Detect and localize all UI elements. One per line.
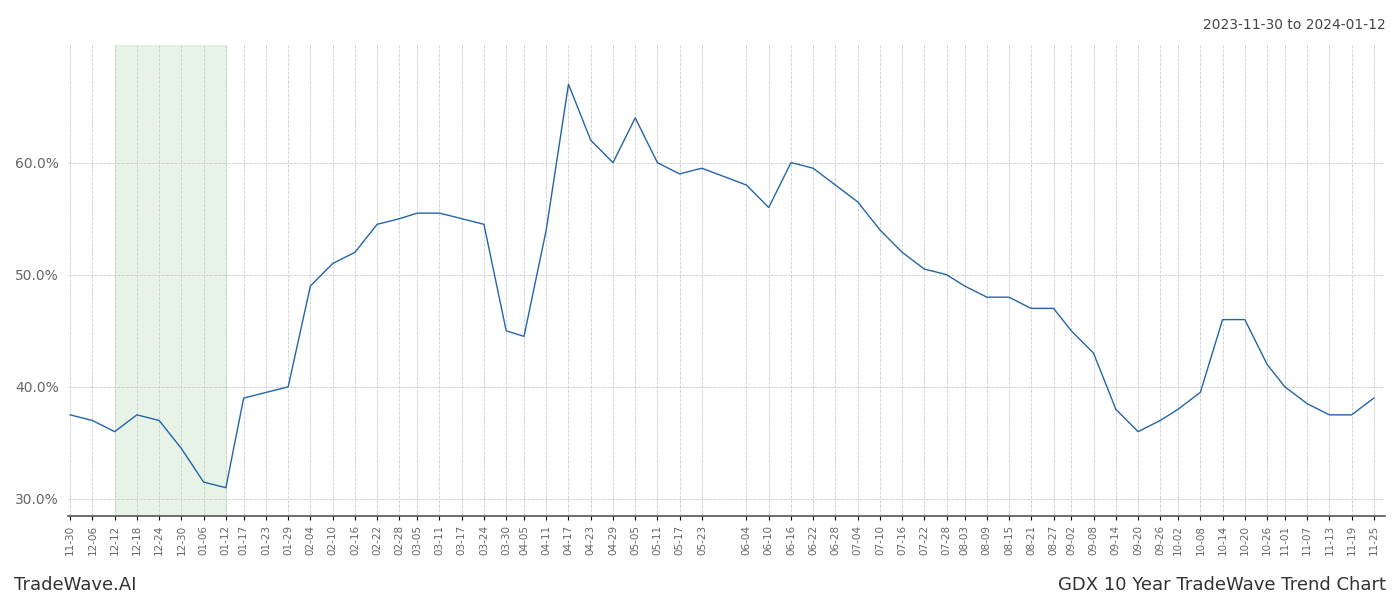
Text: TradeWave.AI: TradeWave.AI bbox=[14, 576, 137, 594]
Text: 2023-11-30 to 2024-01-12: 2023-11-30 to 2024-01-12 bbox=[1203, 18, 1386, 32]
Bar bbox=[115, 45, 225, 516]
Text: GDX 10 Year TradeWave Trend Chart: GDX 10 Year TradeWave Trend Chart bbox=[1058, 576, 1386, 594]
